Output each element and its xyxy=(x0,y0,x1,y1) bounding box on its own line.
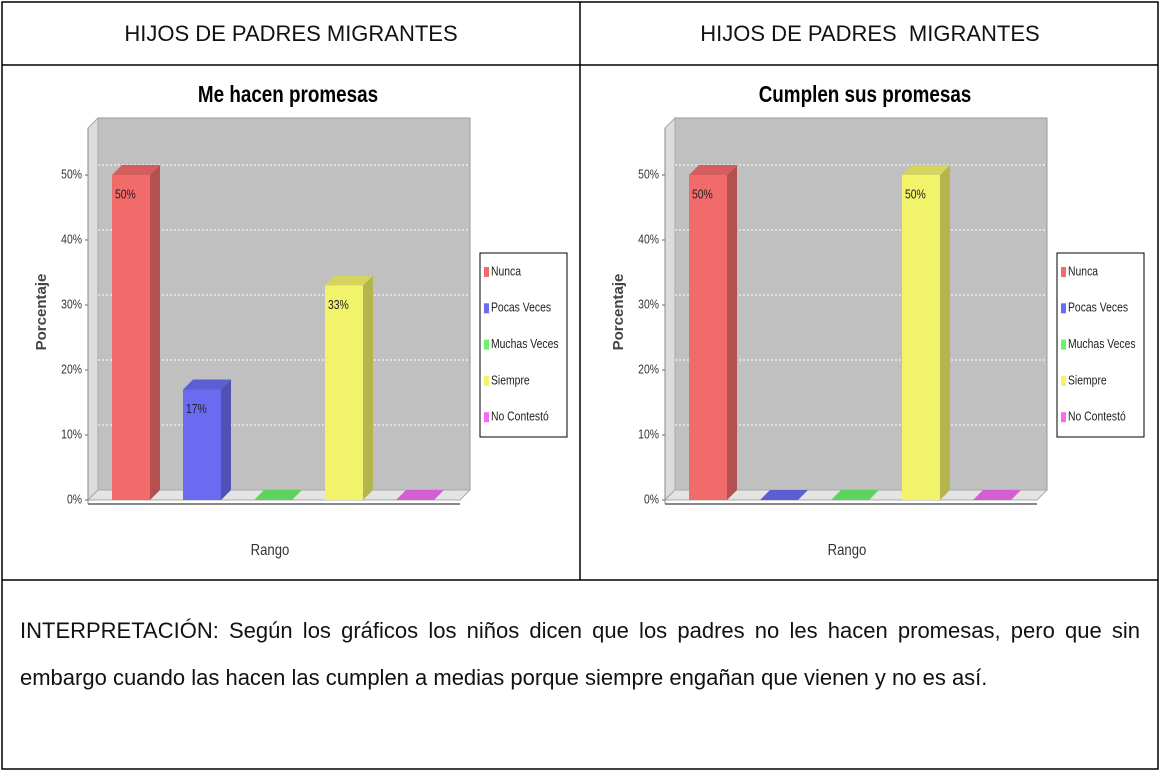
legend-entry: No Contestó xyxy=(491,410,549,424)
y-tick-label: 0% xyxy=(644,492,659,506)
bar-side-shade xyxy=(727,165,737,500)
legend-swatch xyxy=(1061,303,1066,314)
bar-top xyxy=(689,165,737,175)
bar-top xyxy=(254,490,302,500)
bar xyxy=(902,175,940,500)
value-label: 17% xyxy=(186,402,207,416)
y-tick-label: 30% xyxy=(638,297,659,311)
bar xyxy=(689,175,727,500)
bar-side-shade xyxy=(221,379,231,500)
side-wall xyxy=(664,116,676,502)
legend-swatch xyxy=(484,303,489,314)
y-tick-label: 10% xyxy=(638,427,659,441)
legend-entry: Muchas Veces xyxy=(1068,337,1136,351)
y-tick-label: 30% xyxy=(61,297,82,311)
legend-swatch xyxy=(1061,412,1066,423)
side-wall xyxy=(87,116,99,502)
y-axis-label: Porcentaje xyxy=(33,274,50,351)
bar-top-shade xyxy=(396,490,444,500)
legend-swatch xyxy=(1061,375,1066,386)
chart-title: Me hacen promesas xyxy=(198,82,378,107)
x-axis-label: Rango xyxy=(251,542,290,559)
legend-box xyxy=(1056,252,1145,438)
value-label: 33% xyxy=(328,298,349,312)
y-axis-label: Porcentaje xyxy=(610,274,627,351)
y-tick-label: 20% xyxy=(638,362,659,376)
interpretation: INTERPRETACIÓN: Según los gráficos los n… xyxy=(20,618,1140,690)
chart-title: Cumplen sus promesas xyxy=(759,82,972,107)
bar-top xyxy=(325,275,373,286)
value-label: 50% xyxy=(115,187,136,201)
legend-entry: Pocas Veces xyxy=(491,301,551,315)
legend-entry: Siempre xyxy=(1068,373,1107,387)
bar-top xyxy=(831,490,879,500)
bar xyxy=(183,389,221,500)
bar-side-shade xyxy=(150,165,160,500)
legend-entry: Siempre xyxy=(491,373,530,387)
bar-top xyxy=(973,490,1021,500)
bar-top-shade xyxy=(325,275,373,286)
bar-top xyxy=(183,379,231,390)
bar-side xyxy=(363,275,373,500)
legend-entry: Muchas Veces xyxy=(491,337,559,351)
legend-box xyxy=(479,252,568,438)
y-tick-label: 40% xyxy=(638,232,659,246)
value-label: 50% xyxy=(692,187,713,201)
y-tick-label: 10% xyxy=(61,427,82,441)
legend-entry: Nunca xyxy=(1068,264,1098,278)
bar-side xyxy=(150,165,160,500)
legend-entry: Pocas Veces xyxy=(1068,301,1128,315)
bar-top-shade xyxy=(112,165,160,175)
bar-side xyxy=(221,379,231,500)
y-tick-label: 50% xyxy=(61,167,82,181)
y-tick-label: 0% xyxy=(67,492,82,506)
column-header: HIJOS DE PADRES MIGRANTES xyxy=(124,21,457,46)
y-tick-label: 20% xyxy=(61,362,82,376)
y-tick-label: 40% xyxy=(61,232,82,246)
bar-top-shade xyxy=(902,165,950,175)
legend-swatch xyxy=(484,375,489,386)
bar-top-shade xyxy=(831,490,879,500)
bar xyxy=(325,285,363,500)
y-tick-label: 50% xyxy=(638,167,659,181)
bar-top-shade xyxy=(183,379,231,390)
legend-entry: No Contestó xyxy=(1068,410,1126,424)
x-axis-label: Rango xyxy=(828,542,867,559)
bar-top xyxy=(902,165,950,175)
value-label: 50% xyxy=(905,187,926,201)
bar-top-shade xyxy=(254,490,302,500)
bar-top xyxy=(396,490,444,500)
bar-top-shade xyxy=(689,165,737,175)
bar-side xyxy=(940,165,950,500)
bar-side-shade xyxy=(363,275,373,500)
legend-entry: Nunca xyxy=(491,264,521,278)
legend-swatch xyxy=(1061,267,1066,277)
bar-top xyxy=(760,490,808,500)
bar-top-shade xyxy=(760,490,808,500)
bar xyxy=(112,175,150,500)
legend-swatch xyxy=(1061,339,1066,350)
bar-side xyxy=(727,165,737,500)
bar-top xyxy=(112,165,160,175)
column-header: HIJOS DE PADRES MIGRANTES xyxy=(700,21,1039,46)
legend-swatch xyxy=(484,412,489,423)
bar-side-shade xyxy=(940,165,950,500)
legend-swatch xyxy=(484,339,489,350)
legend-swatch xyxy=(484,267,489,277)
bar-top-shade xyxy=(973,490,1021,500)
